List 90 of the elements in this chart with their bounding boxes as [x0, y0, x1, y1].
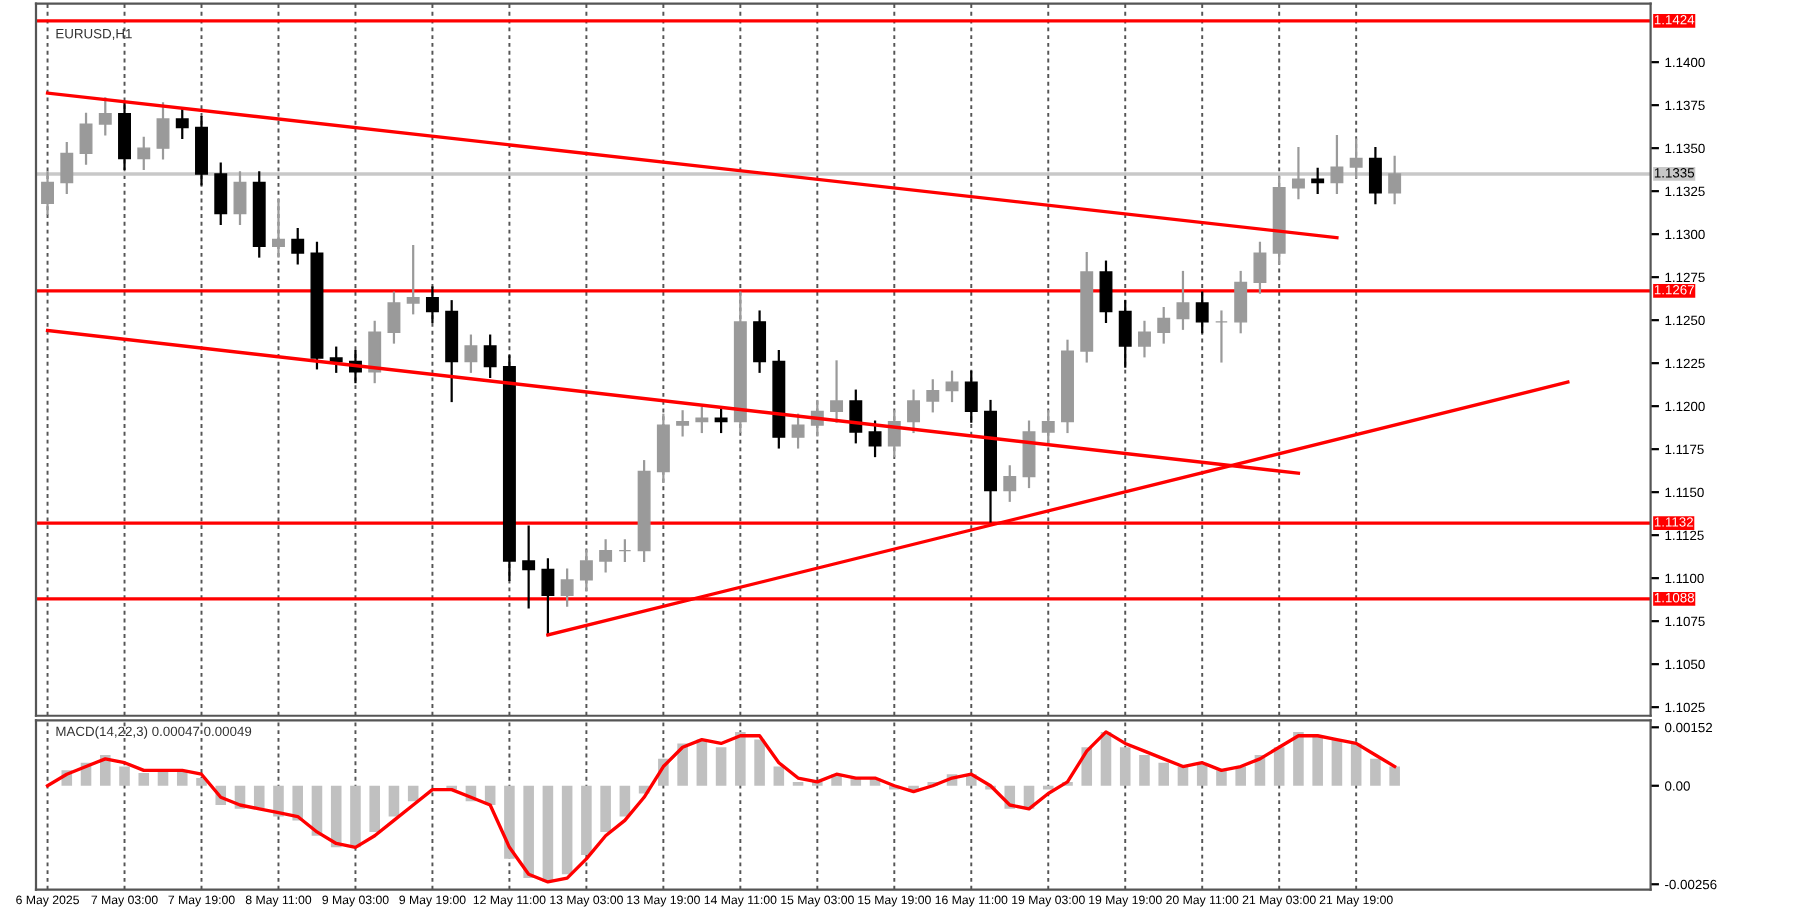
candlestick: [483, 334, 497, 379]
candlestick: [656, 413, 670, 483]
bar: [1216, 770, 1227, 786]
bar: [504, 785, 515, 859]
candlestick: [1157, 307, 1171, 344]
candlestick: [60, 141, 74, 194]
candlestick: [1138, 320, 1151, 358]
bar: [561, 785, 573, 875]
candlestick: [98, 97, 112, 136]
candlestick: [1388, 155, 1402, 205]
candlestick: [1041, 410, 1055, 444]
candlestick: [1349, 138, 1363, 179]
bar: [1370, 758, 1381, 786]
candlestick: [618, 539, 632, 563]
candlestick: [1311, 167, 1325, 194]
candlestick: [945, 370, 959, 403]
candlestick: [156, 102, 170, 160]
bar: [600, 785, 611, 832]
bar: [1273, 747, 1285, 786]
bar: [292, 785, 304, 821]
candlestick: [214, 162, 228, 225]
candlestick: [676, 410, 690, 437]
candlestick: [1291, 147, 1305, 200]
bar: [715, 747, 727, 786]
candlestick: [964, 370, 978, 423]
candlestick: [1253, 241, 1267, 294]
candlestick: [1176, 270, 1190, 330]
candlestick: [406, 245, 420, 315]
candlestick: [1003, 465, 1017, 502]
candlestick: [753, 310, 767, 373]
bar: [1177, 766, 1189, 786]
candlestick: [291, 227, 305, 265]
candlestick: [387, 291, 401, 344]
candlestick: [175, 107, 189, 139]
candlestick: [464, 334, 478, 373]
candlestick: [41, 171, 55, 215]
candlestick: [233, 171, 247, 225]
candlestick: [118, 102, 131, 170]
bar: [773, 766, 785, 786]
bar: [253, 785, 265, 809]
candlestick: [272, 198, 285, 258]
bar: [350, 785, 361, 848]
bar: [388, 785, 400, 817]
bar: [330, 785, 342, 848]
bar: [1350, 743, 1362, 786]
bar: [1235, 766, 1246, 786]
line-series: [45, 730, 1397, 884]
bar: [1139, 754, 1150, 786]
bar: [696, 739, 708, 786]
bar: [1158, 762, 1170, 786]
candlestick: [1099, 260, 1113, 323]
bar: [407, 785, 419, 802]
candlestick: [907, 389, 921, 434]
candlestick: [1195, 291, 1209, 334]
bar: [119, 766, 130, 786]
candlestick: [560, 568, 574, 607]
bar: [1293, 731, 1304, 786]
candlestick: [1330, 135, 1344, 194]
candlestick: [599, 539, 613, 573]
candlestick: [1368, 147, 1382, 205]
candlestick: [522, 525, 536, 609]
candlestick: [195, 116, 208, 186]
candlestick: [329, 346, 343, 373]
candlestick: [425, 286, 439, 323]
bar: [1331, 739, 1343, 786]
candlestick: [79, 112, 93, 165]
bar: [542, 785, 554, 882]
candlestick: [1214, 310, 1228, 363]
bar: [1389, 766, 1400, 786]
candlestick: [791, 413, 805, 449]
bar: [581, 785, 592, 856]
candlestick: [1234, 270, 1248, 334]
candlestick: [137, 136, 151, 170]
candlestick: [926, 379, 940, 413]
candlestick: [1118, 300, 1132, 368]
candlestick: [368, 320, 382, 384]
bar: [619, 785, 631, 817]
candlestick: [830, 360, 844, 423]
bar: [138, 773, 150, 786]
candlestick: [868, 420, 882, 458]
bar: [523, 785, 534, 879]
candlestick: [541, 558, 555, 637]
bar: [1119, 747, 1131, 786]
bar: [754, 739, 765, 786]
bar: [735, 731, 746, 786]
bar: [677, 743, 688, 786]
candlestick: [849, 389, 863, 444]
candlestick: [579, 549, 593, 592]
bar: [369, 785, 380, 832]
bar: [1312, 735, 1323, 786]
